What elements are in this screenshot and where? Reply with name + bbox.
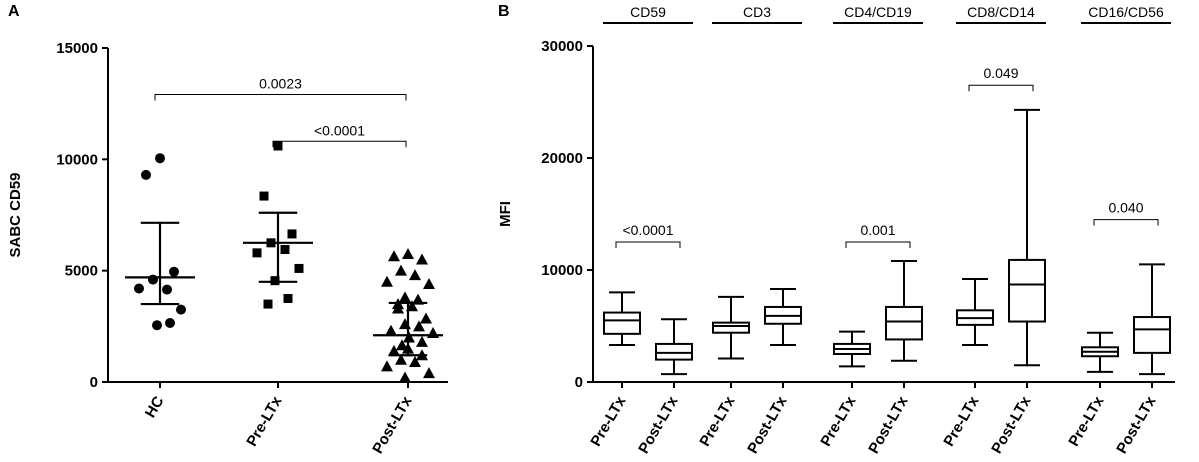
panel-a-point-Post-LTx [381,275,393,287]
panel-b-group-title: CD59 [630,4,666,20]
panel-a-y-axis-title: SABC CD59 [7,172,24,257]
panel-b-x-tick-label: Post-LTx [635,393,682,457]
panel-b-group-title: CD16/CD56 [1088,4,1164,20]
panel-a-p-value: <0.0001 [314,122,365,138]
panel-a-point-HC [165,317,175,328]
panel-b-x-tick-label: Pre-LTx [696,393,738,449]
panel-a-point-Post-LTx [409,269,421,281]
panel-b-box [655,342,693,361]
panel-a-y-tick-label: 10000 [56,151,98,168]
panel-b-x-tick-label: Post-LTx [865,393,912,457]
panel-a-point-Post-LTx [385,324,397,336]
panel-a-point-HC [162,284,172,295]
panel-a-label: A [8,3,20,20]
panel-a-point-Post-LTx [423,278,435,290]
panel-b-box [603,311,641,335]
panel-b-comparison-bracket [615,241,681,248]
panel-b-p-value: <0.0001 [623,222,674,238]
panel-a-point-HC [152,320,162,331]
panel-b-y-tick-label: 20000 [541,150,583,167]
panel-a-point-HC [134,283,144,294]
panel-a-point-Pre-LTx [283,294,293,303]
panel-b-box [1133,316,1171,354]
panel-a-y-tick-label: 0 [90,374,98,391]
panel-a-point-Pre-LTx [270,276,280,286]
panel-a-point-Post-LTx [402,247,414,259]
panel-b-p-value: 0.040 [1108,200,1143,216]
panel-b-group-title: CD4/CD19 [844,4,912,20]
panel-a-point-Pre-LTx [263,299,273,309]
panel-a-point-Pre-LTx [294,263,304,273]
panel-a-point-Post-LTx [388,344,400,356]
panel-b-comparison-bracket [1093,219,1159,226]
panel-b-comparison-bracket [845,241,911,248]
panel-a-point-Post-LTx [399,291,411,303]
panel-a-x-tick-label: Pre-LTx [243,393,285,449]
panel-b-p-value: 0.001 [860,222,895,238]
panel-b-x-tick-label: Post-LTx [744,393,791,457]
panel-b-x-tick-label: Post-LTx [1113,393,1160,457]
panel-a-point-Post-LTx [395,353,407,365]
panel-a-point-Post-LTx [396,339,408,351]
panel-a-y-tick-label: 5000 [65,263,98,280]
panel-a-point-HC [155,153,165,164]
panel-b-x-tick-label: Post-LTx [988,393,1035,457]
panel-a-point-Pre-LTx [280,245,290,255]
panel-b-p-value: 0.049 [983,65,1018,81]
panel-b-x-tick-label: Pre-LTx [587,393,629,449]
panel-a-point-Pre-LTx [287,229,297,239]
panel-b-box [712,321,750,334]
panel-a-point-Post-LTx [399,318,411,330]
panel-a-point-Post-LTx [416,335,428,347]
panel-b-box [1008,258,1046,323]
panel-a-comparison-bracket [154,93,407,101]
panel-a-point-Post-LTx [427,327,439,339]
panel-a-point-Pre-LTx [259,191,269,201]
panel-a-comparison-bracket [272,140,407,148]
panel-b-box [885,305,923,341]
panel-b-x-tick-label: Pre-LTx [940,393,982,449]
panel-b-y-tick-label: 30000 [541,38,583,55]
panel-a-point-Post-LTx [388,250,400,262]
panel-a-point-Post-LTx [399,371,411,383]
panel-b-group-title: CD8/CD14 [967,4,1035,20]
panel-a-point-Post-LTx [413,320,425,332]
panel-a-point-Post-LTx [395,264,407,276]
panel-a-y-tick-label: 15000 [56,40,98,57]
panel-a-point-Post-LTx [423,367,435,379]
panel-b-label: B [498,3,510,20]
panel-b-x-tick-label: Pre-LTx [1065,393,1107,449]
panel-a-point-Post-LTx [420,312,432,324]
panel-a-point-Pre-LTx [252,248,262,258]
panel-b-y-tick-label: 10000 [541,262,583,279]
panel-a-point-HC [169,266,179,277]
panel-a-point-Post-LTx [381,360,393,372]
panel-a-point-HC [176,304,186,315]
panel-a-point-HC [141,169,151,180]
panel-b-y-axis-title: MFI [497,201,514,227]
panel-a-point-Post-LTx [416,253,428,265]
panel-a-point-HC [148,274,158,285]
panel-a-x-tick-label: Post-LTx [369,393,416,457]
panel-a-p-value: 0.0023 [259,75,302,91]
panel-a-point-Post-LTx [409,355,421,367]
panel-a-point-Pre-LTx [273,141,283,151]
panel-b-group-title: CD3 [743,4,771,20]
panel-b-x-tick-label: Pre-LTx [817,393,859,449]
panel-a-x-tick-label: HC [142,393,168,420]
panel-b-y-tick-label: 0 [575,374,583,391]
panel-a-point-Post-LTx [392,302,404,314]
panel-b-comparison-bracket [968,84,1034,92]
